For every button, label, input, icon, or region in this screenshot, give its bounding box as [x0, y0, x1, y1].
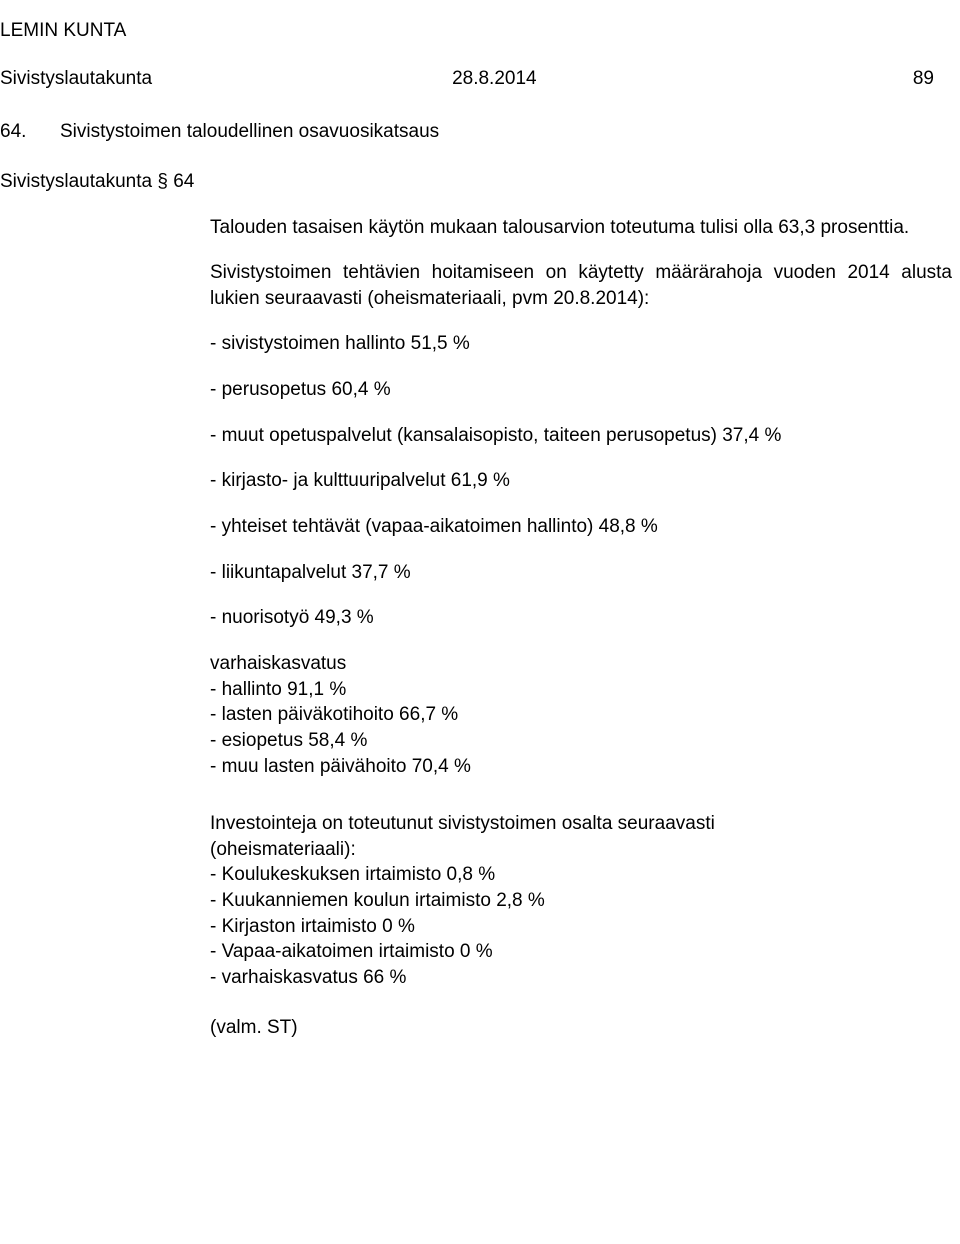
board-name: Sivistyslautakunta [0, 66, 152, 92]
org-name: LEMIN KUNTA [0, 18, 942, 44]
invest-block: Investointeja on toteutunut sivistystoim… [210, 811, 952, 990]
varhais-line: - muu lasten päivähoito 70,4 % [210, 754, 952, 780]
item-title: Sivistystoimen taloudellinen osavuosikat… [60, 119, 960, 145]
bullet-line: - kirjasto- ja kulttuuripalvelut 61,9 % [210, 468, 952, 494]
page: LEMIN KUNTA Sivistyslautakunta 28.8.2014… [0, 18, 960, 1040]
invest-line: - Kuukanniemen koulun irtaimisto 2,8 % [210, 888, 952, 914]
sub-heading: Sivistyslautakunta § 64 [0, 169, 960, 195]
body: Talouden tasaisen käytön mukaan talousar… [0, 215, 960, 1041]
bullet-line: - nuorisotyö 49,3 % [210, 605, 952, 631]
page-number: 89 [913, 66, 942, 92]
paragraph-usage: Sivistystoimen tehtävien hoitamiseen on … [210, 260, 952, 311]
item-number: 64. [0, 119, 60, 145]
header: LEMIN KUNTA Sivistyslautakunta 28.8.2014… [0, 18, 960, 91]
varhais-heading: varhaiskasvatus [210, 651, 952, 677]
prepared-by: (valm. ST) [210, 1015, 952, 1041]
bullet-line: - muut opetuspalvelut (kansalaisopisto, … [210, 423, 952, 449]
varhaiskasvatus-block: varhaiskasvatus - hallinto 91,1 % - last… [210, 651, 952, 779]
invest-line: - Koulukeskuksen irtaimisto 0,8 % [210, 862, 952, 888]
varhais-line: - esiopetus 58,4 % [210, 728, 952, 754]
paragraph-intro: Talouden tasaisen käytön mukaan talousar… [210, 215, 952, 241]
invest-line: - varhaiskasvatus 66 % [210, 965, 952, 991]
agenda-item: 64. Sivistystoimen taloudellinen osavuos… [0, 119, 960, 145]
header-row: Sivistyslautakunta 28.8.2014 89 [0, 66, 942, 92]
varhais-line: - lasten päiväkotihoito 66,7 % [210, 702, 952, 728]
invest-line: - Vapaa-aikatoimen irtaimisto 0 % [210, 939, 952, 965]
invest-line: - Kirjaston irtaimisto 0 % [210, 914, 952, 940]
invest-intro: Investointeja on toteutunut sivistystoim… [210, 811, 952, 837]
bullet-line: - sivistystoimen hallinto 51,5 % [210, 331, 952, 357]
bullet-line: - liikuntapalvelut 37,7 % [210, 560, 952, 586]
varhais-line: - hallinto 91,1 % [210, 677, 952, 703]
bullet-line: - perusopetus 60,4 % [210, 377, 952, 403]
bullet-line: - yhteiset tehtävät (vapaa-aikatoimen ha… [210, 514, 952, 540]
invest-intro: (oheismateriaali): [210, 837, 952, 863]
meeting-date: 28.8.2014 [152, 66, 913, 92]
